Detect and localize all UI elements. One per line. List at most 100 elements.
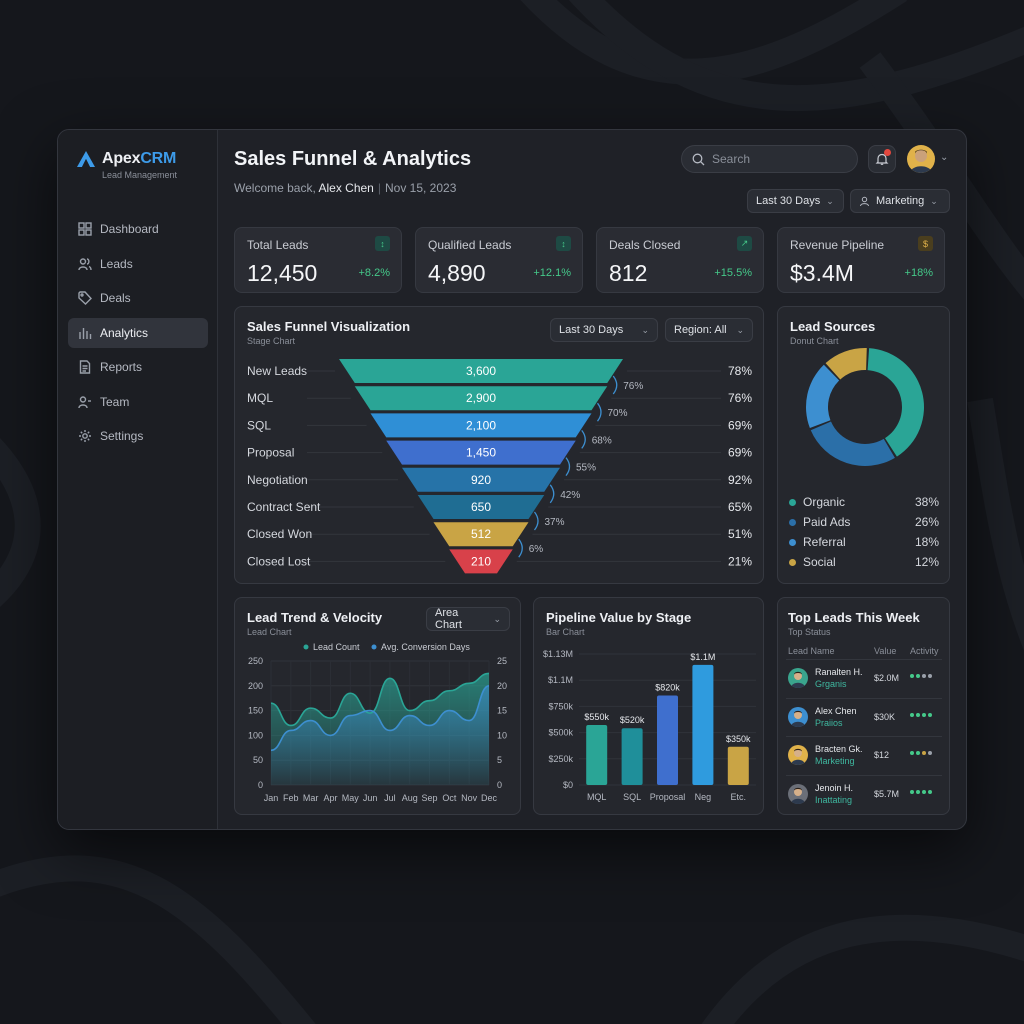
sidebar-item-team[interactable]: Team — [68, 387, 208, 417]
team-icon — [78, 395, 91, 408]
grid-icon — [78, 222, 92, 236]
kpi-label: Total Leads — [247, 238, 309, 252]
funnel-stage-value: 3,600 — [466, 364, 496, 378]
funnel-stage-value: 512 — [471, 527, 491, 541]
region-select[interactable]: Region: All ⌄ — [665, 318, 753, 342]
bar — [586, 724, 608, 785]
funnel-stage — [370, 413, 592, 438]
lead-trend-subtitle: Lead Chart — [247, 627, 292, 637]
table-row[interactable]: Bracten Gk. Marketing $12 — [786, 736, 942, 774]
logo-icon — [77, 151, 95, 167]
table-row[interactable]: Ranalten H. Grganis $2.0M — [786, 659, 942, 697]
bar — [621, 728, 643, 785]
kpi-label: Revenue Pipeline — [790, 238, 885, 252]
activity-indicator — [910, 789, 932, 794]
funnel-stage — [449, 549, 513, 574]
sidebar-item-leads[interactable]: Leads — [68, 249, 208, 279]
lead-trend-title: Lead Trend & Velocity — [247, 610, 383, 625]
sidebar-item-settings[interactable]: Settings — [68, 421, 208, 451]
funnel-stage-percent: 69% — [728, 446, 752, 460]
funnel-stage — [417, 495, 545, 519]
funnel-stage-value: 650 — [471, 500, 491, 514]
conversion-rate: 37% — [545, 517, 565, 528]
x-tick-label: Jun — [363, 793, 378, 803]
bar — [692, 664, 714, 785]
chevron-down-icon: ⌄ — [493, 613, 501, 624]
bar-value-label: $820k — [655, 682, 680, 692]
x-tick-label: Dec — [481, 793, 498, 803]
lead-trend-card: Lead Trend & Velocity Lead Chart Area Ch… — [234, 597, 521, 815]
chart-type-select[interactable]: Area Chart ⌄ — [426, 607, 510, 631]
funnel-range-select[interactable]: Last 30 Days ⌄ — [550, 318, 658, 342]
funnel-stage-percent: 51% — [728, 527, 752, 541]
conversion-rate: 68% — [592, 435, 612, 446]
y2-tick-label: 0 — [497, 780, 502, 790]
notification-dot — [884, 149, 891, 156]
sidebar-item-analytics[interactable]: Analytics — [68, 317, 208, 348]
donut-slice — [867, 348, 924, 457]
app-window: ApexCRM Lead Management Dashboard Leads … — [57, 129, 967, 830]
avatar — [788, 706, 808, 727]
team-select[interactable]: Marketing ⌄ — [850, 189, 950, 213]
column-header: Lead Name — [788, 646, 835, 656]
date-range-select[interactable]: Last 30 Days ⌄ — [747, 189, 844, 213]
sidebar-item-label: Dashboard — [100, 222, 159, 236]
legend-dot — [371, 644, 377, 650]
kpi-value: $3.4M — [790, 260, 854, 286]
funnel-stage — [433, 522, 529, 547]
search-placeholder: Search — [712, 152, 751, 166]
kpi-card-deals-closed[interactable]: Deals Closed 812 +15.5% ↗ — [596, 227, 764, 293]
sidebar-item-reports[interactable]: Reports — [68, 352, 208, 382]
activity-dot — [916, 789, 920, 794]
x-tick-label: Jan — [264, 793, 279, 803]
trend-up-icon: ↗ — [737, 236, 752, 251]
chevron-down-icon: ⌄ — [930, 195, 938, 206]
donut-slice — [806, 364, 840, 429]
sidebar-item-deals[interactable]: Deals — [68, 283, 208, 313]
chevron-down-icon: ⌄ — [736, 324, 744, 335]
lead-department: Grganis — [815, 679, 847, 689]
activity-dot — [916, 674, 920, 678]
x-tick-label: Neg — [695, 792, 712, 802]
activity-dot — [910, 712, 914, 717]
legend-dot — [303, 644, 309, 650]
lead-sources-title: Lead Sources — [790, 319, 876, 334]
notifications-button[interactable] — [868, 145, 896, 173]
search-input[interactable]: Search — [681, 145, 858, 173]
kpi-card-total-leads[interactable]: Total Leads 12,450 +8.2% ↕ — [234, 227, 402, 293]
avatar[interactable] — [907, 145, 935, 173]
sidebar-item-dashboard[interactable]: Dashboard — [68, 214, 208, 244]
conversion-arrow — [612, 375, 618, 395]
lead-name: Alex Chen — [815, 705, 857, 716]
kpi-card-revenue-pipeline[interactable]: Revenue Pipeline $3.4M +18% $ — [777, 227, 945, 293]
conversion-rate: 70% — [608, 408, 628, 419]
conversion-arrow — [596, 402, 602, 422]
lead-value: $12 — [874, 750, 890, 760]
funnel-stage-label: Closed Lost — [247, 554, 311, 568]
chevron-down-icon[interactable]: ⌄ — [940, 152, 949, 163]
bar-value-label: $1.1M — [690, 652, 715, 662]
user-icon — [860, 196, 869, 206]
bar — [727, 746, 749, 785]
lead-department: Marketing — [815, 756, 855, 766]
y2-tick-label: 15 — [497, 706, 507, 716]
legend-item: Paid Ads 26% — [789, 515, 939, 529]
table-row[interactable]: Alex Chen Praiios $30K — [786, 697, 942, 736]
funnel-stage-percent: 69% — [728, 418, 752, 432]
kpi-card-qualified-leads[interactable]: Qualified Leads 4,890 +12.1% ↕ — [415, 227, 583, 293]
kpi-delta: +12.1% — [533, 267, 571, 279]
activity-indicator — [910, 751, 932, 755]
avatar — [788, 783, 808, 804]
lead-value: $2.0M — [874, 673, 900, 683]
trend-icon: ↕ — [375, 236, 390, 251]
lead-value: $30K — [874, 711, 896, 722]
funnel-stage-percent: 92% — [728, 473, 752, 487]
conversion-rate: 76% — [623, 381, 643, 392]
conversion-rate: 55% — [576, 463, 596, 474]
activity-dot — [910, 789, 914, 794]
funnel-stage-label: SQL — [247, 418, 271, 432]
table-row[interactable]: Jenoin H. Inattating $5.7M — [786, 774, 942, 813]
conversion-rate: 42% — [560, 490, 580, 501]
brand[interactable]: ApexCRM Lead Management — [76, 150, 177, 180]
lead-name: Bracten Gk. — [815, 744, 863, 754]
